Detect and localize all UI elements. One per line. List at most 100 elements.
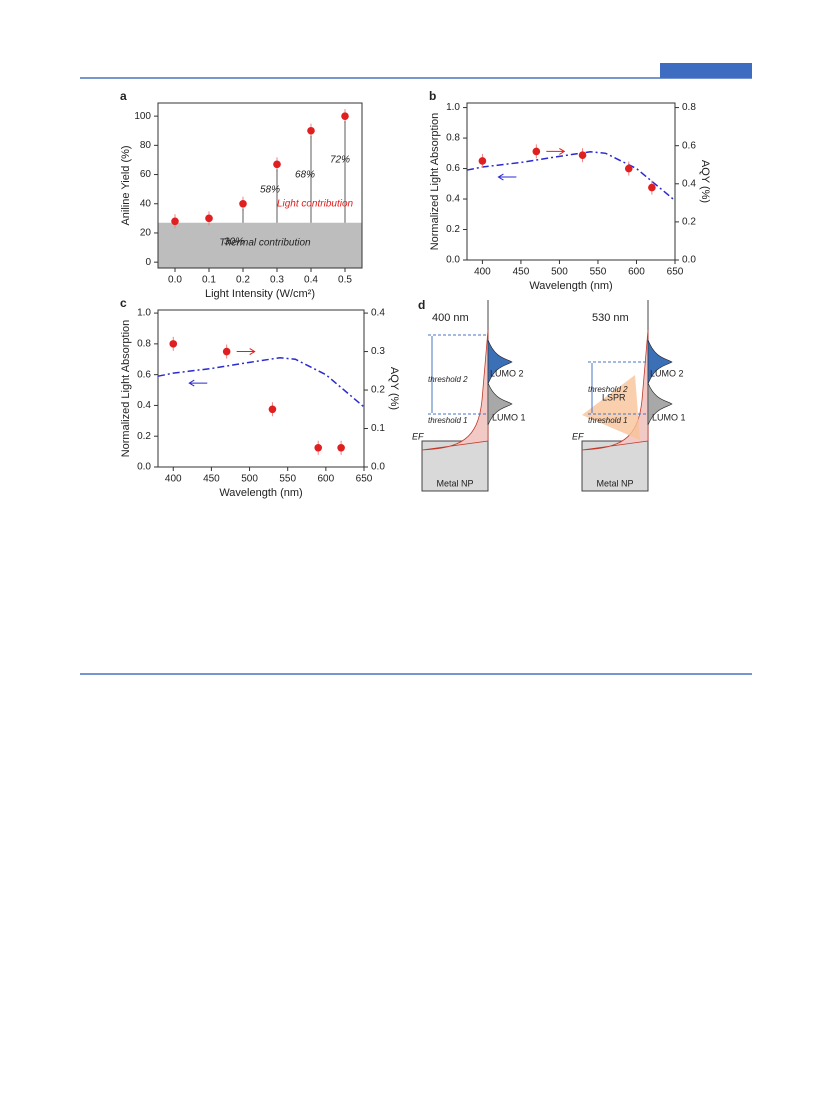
annotation: 58% (260, 185, 280, 196)
x-axis-label: Light Intensity (W/cm²) (205, 288, 315, 300)
x-axis-label: Wavelength (nm) (219, 487, 302, 499)
plot-frame (157, 309, 365, 468)
absorption-line (157, 356, 365, 408)
y-tick-label: 0.6 (446, 163, 460, 174)
x-tick-label: 0.2 (236, 275, 250, 286)
data-point (169, 340, 178, 348)
y-axis-label: Normalized Light Absorption (429, 113, 441, 251)
y2-tick-label: 0.8 (682, 102, 696, 113)
x-tick-label: 650 (667, 267, 684, 278)
axis-arrow (497, 173, 517, 181)
data-point (624, 164, 633, 173)
panel-label: d (418, 298, 425, 312)
x-tick-label: 650 (356, 474, 373, 485)
x-tick-label: 400 (165, 474, 182, 485)
lumo1-label: LUMO 1 (652, 412, 686, 422)
shaded-region (158, 222, 362, 268)
data-point (341, 112, 349, 120)
y2-tick-label: 0.2 (371, 385, 385, 396)
y2-tick-label: 0.6 (682, 140, 696, 151)
x-tick-label: 0.4 (304, 275, 318, 286)
data-point (307, 126, 315, 135)
data-point (171, 217, 179, 226)
x-tick-label: 550 (279, 474, 296, 485)
x-tick-label: 450 (203, 474, 220, 485)
header-box (660, 63, 752, 78)
y2-axis-label: AQY (%) (388, 367, 400, 410)
y2-tick-label: 0.4 (682, 178, 696, 189)
threshold2-label: threshold 2 (588, 385, 628, 394)
x-tick-label: 0.1 (202, 275, 216, 286)
electron-distribution (421, 329, 489, 451)
lumo1-peak (647, 382, 673, 426)
y-tick-label: 0.2 (446, 224, 460, 235)
y-axis-label: Normalized Light Absorption (120, 320, 132, 458)
x-axis-label: Wavelength (nm) (529, 280, 612, 292)
y-tick-label: 0.0 (446, 255, 460, 266)
y-tick-label: 0.8 (137, 339, 151, 350)
y-tick-label: 0 (145, 257, 151, 268)
threshold2-label: threshold 2 (428, 375, 468, 384)
panel-label: a (120, 89, 127, 103)
data-point (648, 183, 656, 192)
lspr-region (582, 375, 640, 440)
fermi-label: EF (572, 431, 584, 441)
data-point (205, 214, 213, 223)
metal-label: Metal NP (596, 478, 633, 488)
axis-arrow (236, 348, 256, 355)
lumo2-label: LUMO 2 (650, 368, 684, 378)
panel-label: c (120, 296, 127, 310)
data-point (222, 347, 231, 356)
lumo2-label: LUMO 2 (490, 368, 524, 378)
y-tick-label: 0.8 (446, 133, 460, 144)
annotation: 72% (330, 155, 350, 166)
data-point (532, 147, 541, 156)
threshold1-label: threshold 1 (588, 416, 628, 425)
y-tick-label: 0.4 (446, 194, 460, 205)
y-tick-label: 40 (140, 198, 152, 209)
y-tick-label: 1.0 (446, 102, 460, 113)
panel-title: 530 nm (592, 312, 629, 324)
data-point (268, 405, 277, 414)
lumo1-label: LUMO 1 (492, 412, 526, 422)
y-tick-label: 0.2 (137, 431, 151, 442)
axis-arrow (188, 379, 208, 387)
y2-tick-label: 0.3 (371, 346, 385, 357)
x-tick-label: 0.3 (270, 275, 284, 286)
y-tick-label: 80 (140, 140, 152, 151)
y2-tick-label: 0.1 (371, 423, 385, 434)
y-tick-label: 60 (140, 169, 152, 180)
y-axis-label: Aniline Yield (%) (120, 145, 132, 225)
annotation: 30% (224, 237, 244, 248)
annotation: Light contribution (277, 199, 354, 210)
y2-tick-label: 0.0 (371, 462, 385, 473)
annotation: Thermal contribution (219, 238, 311, 249)
x-tick-label: 600 (628, 267, 645, 278)
y-tick-label: 100 (134, 111, 151, 122)
data-point (273, 160, 281, 169)
x-tick-label: 0.5 (338, 275, 352, 286)
data-point (578, 151, 587, 160)
lumo2-peak (647, 339, 673, 385)
annotation: 68% (295, 170, 315, 181)
plot-frame (157, 102, 363, 269)
y2-tick-label: 0.2 (682, 217, 696, 228)
x-tick-label: 0.0 (168, 275, 182, 286)
data-point (314, 443, 323, 452)
x-tick-label: 400 (474, 267, 491, 278)
y2-tick-label: 0.4 (371, 308, 385, 319)
data-point (239, 199, 247, 208)
data-point (337, 443, 345, 452)
lumo2-peak (487, 339, 513, 385)
fermi-label: EF (412, 431, 424, 441)
y-tick-label: 0.4 (137, 400, 151, 411)
y-tick-label: 0.6 (137, 369, 151, 380)
x-tick-label: 600 (318, 474, 335, 485)
panel-title: 400 nm (432, 312, 469, 324)
data-point (478, 157, 487, 165)
threshold1-label: threshold 1 (428, 416, 468, 425)
y2-tick-label: 0.0 (682, 255, 696, 266)
x-tick-label: 550 (590, 267, 607, 278)
metal-label: Metal NP (436, 478, 473, 488)
